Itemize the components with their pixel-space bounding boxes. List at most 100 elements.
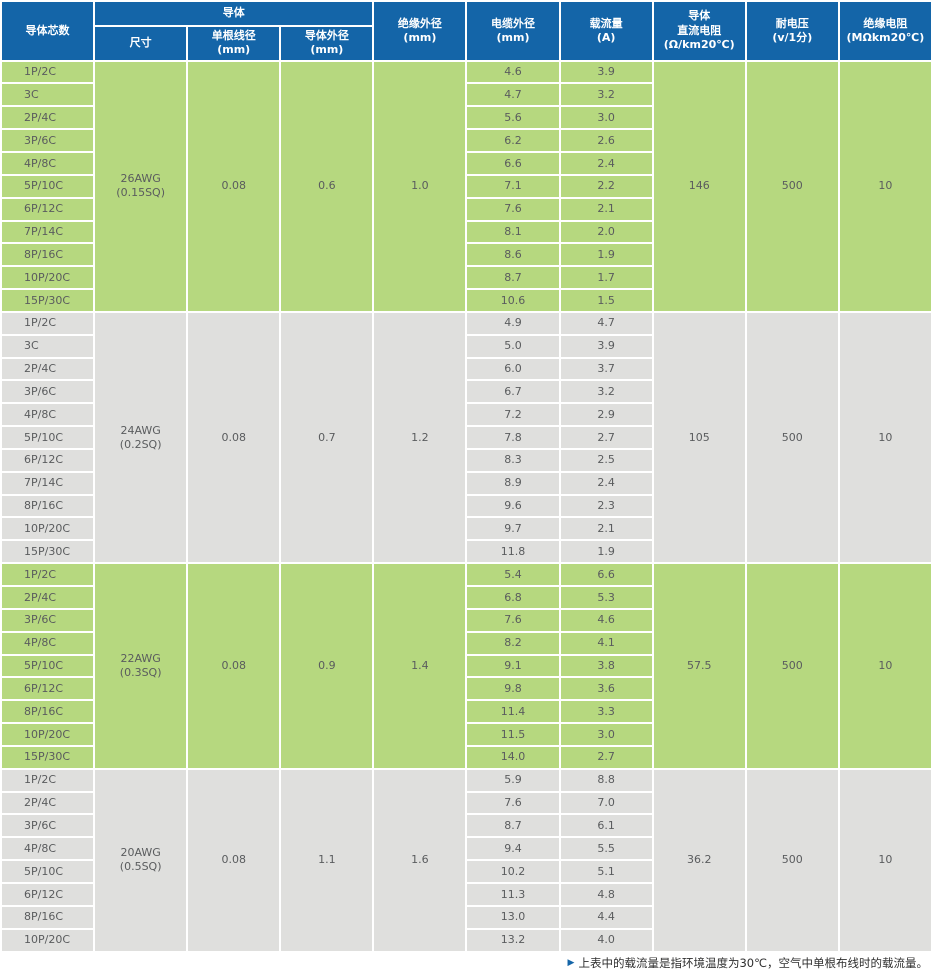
footnote: ▶ 上表中的载流量是指环境温度为30℃，空气中单根布线时的载流量。 — [0, 952, 931, 974]
current-cell: 3.6 — [558, 676, 654, 702]
cores-cell: 5P/10C — [0, 859, 96, 884]
spec-table: 导体芯数 导体 绝缘外径 (mm) 电缆外径 (mm) 载流量 (A) 导体 直… — [0, 0, 931, 953]
cores-cell: 7P/14C — [0, 470, 96, 496]
table-row: 3P/6C 6.7 3.2 — [0, 379, 931, 405]
table-row: 3C 4.7 3.2 — [0, 82, 931, 108]
current-cell: 3.9 — [558, 333, 654, 359]
cable-od-cell: 13.2 — [465, 927, 561, 953]
current-cell: 8.8 — [558, 767, 654, 793]
current-cell: 3.3 — [558, 699, 654, 725]
cable-od-cell: 9.6 — [465, 493, 561, 519]
insulation-od-cell: 1.0 — [372, 59, 468, 313]
header-conductor-od: 导体外径 (mm) — [279, 25, 375, 62]
table-row: 3P/6C 6.2 2.6 — [0, 128, 931, 153]
current-cell: 3.0 — [558, 722, 654, 747]
cores-cell: 10P/20C — [0, 265, 96, 291]
current-cell: 5.1 — [558, 859, 654, 884]
cores-cell: 8P/16C — [0, 493, 96, 519]
table-row: 4P/8C 9.4 5.5 — [0, 836, 931, 862]
table-row: 8P/16C 8.6 1.9 — [0, 242, 931, 268]
header-conductor-group: 导体 — [93, 0, 375, 27]
conductor-od-cell: 1.1 — [279, 767, 375, 953]
table-row: 4P/8C 8.2 4.1 — [0, 630, 931, 656]
cable-od-cell: 13.0 — [465, 904, 561, 930]
cores-cell: 5P/10C — [0, 653, 96, 679]
header-row-1: 导体芯数 导体 绝缘外径 (mm) 电缆外径 (mm) 载流量 (A) 导体 直… — [0, 0, 931, 62]
cable-od-cell: 7.6 — [465, 196, 561, 222]
current-cell: 3.7 — [558, 356, 654, 382]
cable-od-cell: 9.8 — [465, 676, 561, 702]
wire-dia-cell: 0.08 — [186, 310, 282, 565]
cable-od-cell: 4.7 — [465, 82, 561, 108]
cores-cell: 10P/20C — [0, 722, 96, 747]
table-row: 6P/12C 7.6 2.1 — [0, 196, 931, 222]
cable-od-cell: 11.8 — [465, 539, 561, 565]
cable-od-cell: 7.1 — [465, 173, 561, 199]
current-cell: 3.9 — [558, 59, 654, 85]
cable-od-cell: 6.7 — [465, 379, 561, 405]
voltage-cell: 500 — [744, 310, 840, 565]
table-body: 1P/2C 26AWG (0.15SQ) 0.08 0.6 1.0 4.6 3.9 146 50… — [0, 59, 931, 953]
current-cell: 2.7 — [558, 425, 654, 450]
cable-od-cell: 9.4 — [465, 836, 561, 862]
cores-cell: 1P/2C — [0, 767, 96, 793]
size-cell: 20AWG (0.5SQ) — [93, 767, 189, 953]
current-cell: 7.0 — [558, 790, 654, 816]
cores-cell: 15P/30C — [0, 744, 96, 770]
cable-od-cell: 8.7 — [465, 265, 561, 291]
current-cell: 1.9 — [558, 539, 654, 565]
current-cell: 2.1 — [558, 516, 654, 542]
cable-od-cell: 14.0 — [465, 744, 561, 770]
current-cell: 3.0 — [558, 105, 654, 131]
cable-od-cell: 9.1 — [465, 653, 561, 679]
cores-cell: 6P/12C — [0, 447, 96, 473]
table-row: 10P/20C 13.2 4.0 — [0, 927, 931, 953]
current-cell: 1.9 — [558, 242, 654, 268]
cores-cell: 2P/4C — [0, 105, 96, 131]
current-cell: 2.2 — [558, 173, 654, 199]
table-row: 1P/2C 24AWG (0.2SQ) 0.08 0.7 1.2 4.9 4.7 105 500… — [0, 310, 931, 565]
cable-od-cell: 6.8 — [465, 585, 561, 610]
current-cell: 4.6 — [558, 607, 654, 633]
current-cell: 3.2 — [558, 379, 654, 405]
cores-cell: 8P/16C — [0, 699, 96, 725]
cores-cell: 3P/6C — [0, 128, 96, 153]
current-cell: 4.4 — [558, 904, 654, 930]
header-current: 载流量 (A) — [558, 0, 654, 62]
current-cell: 3.2 — [558, 82, 654, 108]
table-row: 2P/4C 6.8 5.3 — [0, 585, 931, 610]
cores-cell: 2P/4C — [0, 356, 96, 382]
current-cell: 2.1 — [558, 196, 654, 222]
cable-od-cell: 10.6 — [465, 288, 561, 313]
footnote-arrow-icon: ▶ — [567, 957, 575, 968]
cable-od-cell: 4.6 — [465, 59, 561, 85]
cores-cell: 1P/2C — [0, 562, 96, 587]
cores-cell: 3P/6C — [0, 813, 96, 839]
cable-od-cell: 9.7 — [465, 516, 561, 542]
wire-dia-cell: 0.08 — [186, 59, 282, 313]
cores-cell: 2P/4C — [0, 790, 96, 816]
table-row: 6P/12C 8.3 2.5 — [0, 447, 931, 473]
header-insulation-res: 绝缘电阻 (MΩkm20℃) — [837, 0, 931, 62]
cores-cell: 8P/16C — [0, 904, 96, 930]
insulation-res-cell: 10 — [837, 310, 931, 565]
current-cell: 2.4 — [558, 150, 654, 176]
cable-od-cell: 8.6 — [465, 242, 561, 268]
table-header: 导体芯数 导体 绝缘外径 (mm) 电缆外径 (mm) 载流量 (A) 导体 直… — [0, 0, 931, 62]
table-row: 2P/4C 6.0 3.7 — [0, 356, 931, 382]
voltage-cell: 500 — [744, 59, 840, 313]
table-row: 1P/2C 22AWG (0.3SQ) 0.08 0.9 1.4 5.4 6.6 57.5 50… — [0, 562, 931, 770]
conductor-od-cell: 0.6 — [279, 59, 375, 313]
table-row: 5P/10C 7.8 2.7 — [0, 425, 931, 450]
cable-od-cell: 8.1 — [465, 219, 561, 245]
cable-od-cell: 6.2 — [465, 128, 561, 153]
cable-od-cell: 11.4 — [465, 699, 561, 725]
current-cell: 2.6 — [558, 128, 654, 153]
cable-od-cell: 11.3 — [465, 881, 561, 907]
header-size: 尺寸 — [93, 25, 189, 62]
conductor-od-cell: 0.9 — [279, 562, 375, 770]
cable-od-cell: 6.0 — [465, 356, 561, 382]
current-cell: 6.1 — [558, 813, 654, 839]
cores-cell: 8P/16C — [0, 242, 96, 268]
wire-dia-cell: 0.08 — [186, 767, 282, 953]
